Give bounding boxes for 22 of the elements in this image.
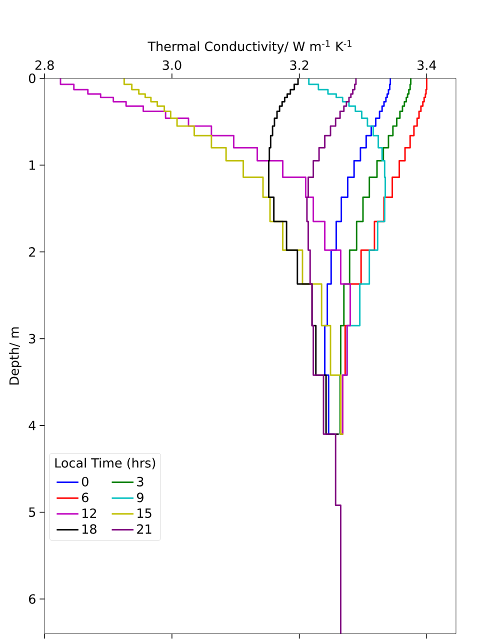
x-axis-title: Thermal Conductivity/ W m$^{-1}$ K$^{-1}$ xyxy=(147,40,352,54)
legend-label: 3 xyxy=(136,476,144,486)
legend-label: 6 xyxy=(82,492,88,502)
legend-label: 9 xyxy=(136,492,144,502)
y-tick-label: 1 xyxy=(29,160,35,170)
legend-label: 0 xyxy=(82,476,88,486)
legend-label: 12 xyxy=(82,508,96,518)
x-tick-label: 3.0 xyxy=(162,60,181,70)
y-tick-label: 4 xyxy=(28,420,36,430)
y-tick-label: 0 xyxy=(28,74,36,84)
legend-label: 15 xyxy=(137,508,152,518)
y-tick-label: 5 xyxy=(28,508,35,517)
x-tick-label: 3.4 xyxy=(417,60,436,70)
legend-title: Local Time (hrs) xyxy=(55,458,155,470)
y-tick-label: 3 xyxy=(28,334,35,344)
legend-label: 21 xyxy=(136,524,151,534)
y-tick-label: 6 xyxy=(28,594,36,604)
x-tick-label: 3.2 xyxy=(290,60,308,70)
legend-label: 18 xyxy=(82,524,96,534)
y-tick-label: 2 xyxy=(28,247,35,257)
y-axis-title: Depth/ m xyxy=(8,327,22,385)
x-tick-label: 2.8 xyxy=(35,60,54,70)
